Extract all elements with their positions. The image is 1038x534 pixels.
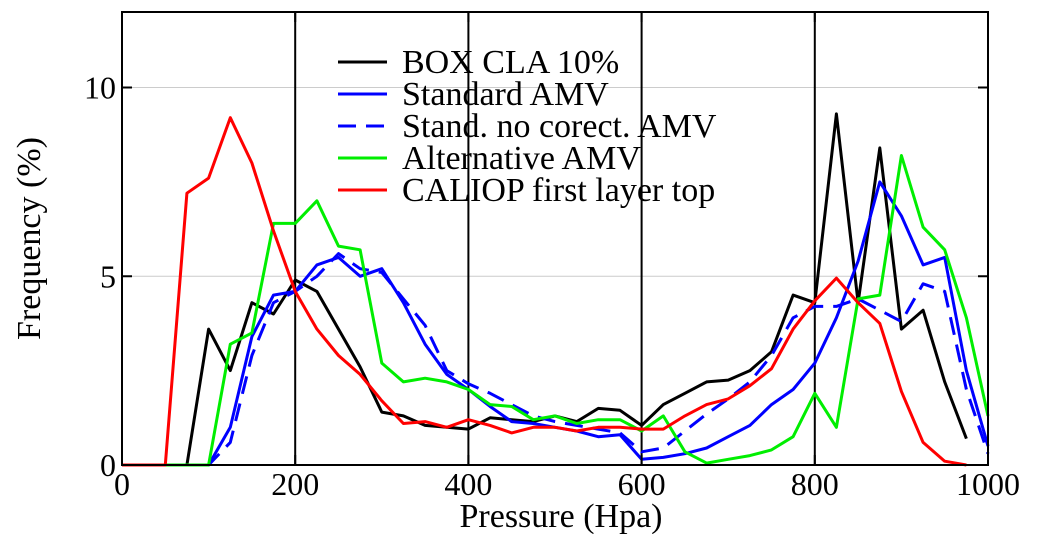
y-tick-label: 5 [100, 258, 116, 294]
legend-label: Stand. no corect. AMV [402, 108, 717, 145]
y-tick-label: 0 [100, 447, 116, 483]
legend-label: Standard AMV [402, 76, 609, 113]
legend-label: BOX CLA 10% [402, 44, 619, 81]
x-tick-label: 1000 [956, 466, 1020, 502]
y-axis-label: Frequency (%) [11, 137, 48, 340]
series-group [122, 112, 990, 467]
y-tick-label: 10 [84, 70, 116, 106]
x-tick-label: 600 [618, 466, 666, 502]
ticks: 0 200 400 600 800 1000 0 5 10 [84, 12, 1020, 502]
x-tick-label: 200 [271, 466, 319, 502]
x-axis-label: Pressure (Hpa) [460, 498, 663, 534]
plot-frame [121, 11, 989, 466]
series-line-2 [122, 180, 990, 467]
legend-label: CALIOP first layer top [402, 172, 715, 209]
x-tick-label: 0 [114, 466, 130, 502]
x-tick-label: 800 [791, 466, 839, 502]
series-line-4 [122, 154, 990, 467]
series-line-3 [122, 252, 990, 467]
x-tick-label: 400 [444, 466, 492, 502]
legend-label: Alternative AMV [402, 140, 641, 177]
series-line-5 [122, 116, 967, 467]
grid [122, 12, 988, 465]
